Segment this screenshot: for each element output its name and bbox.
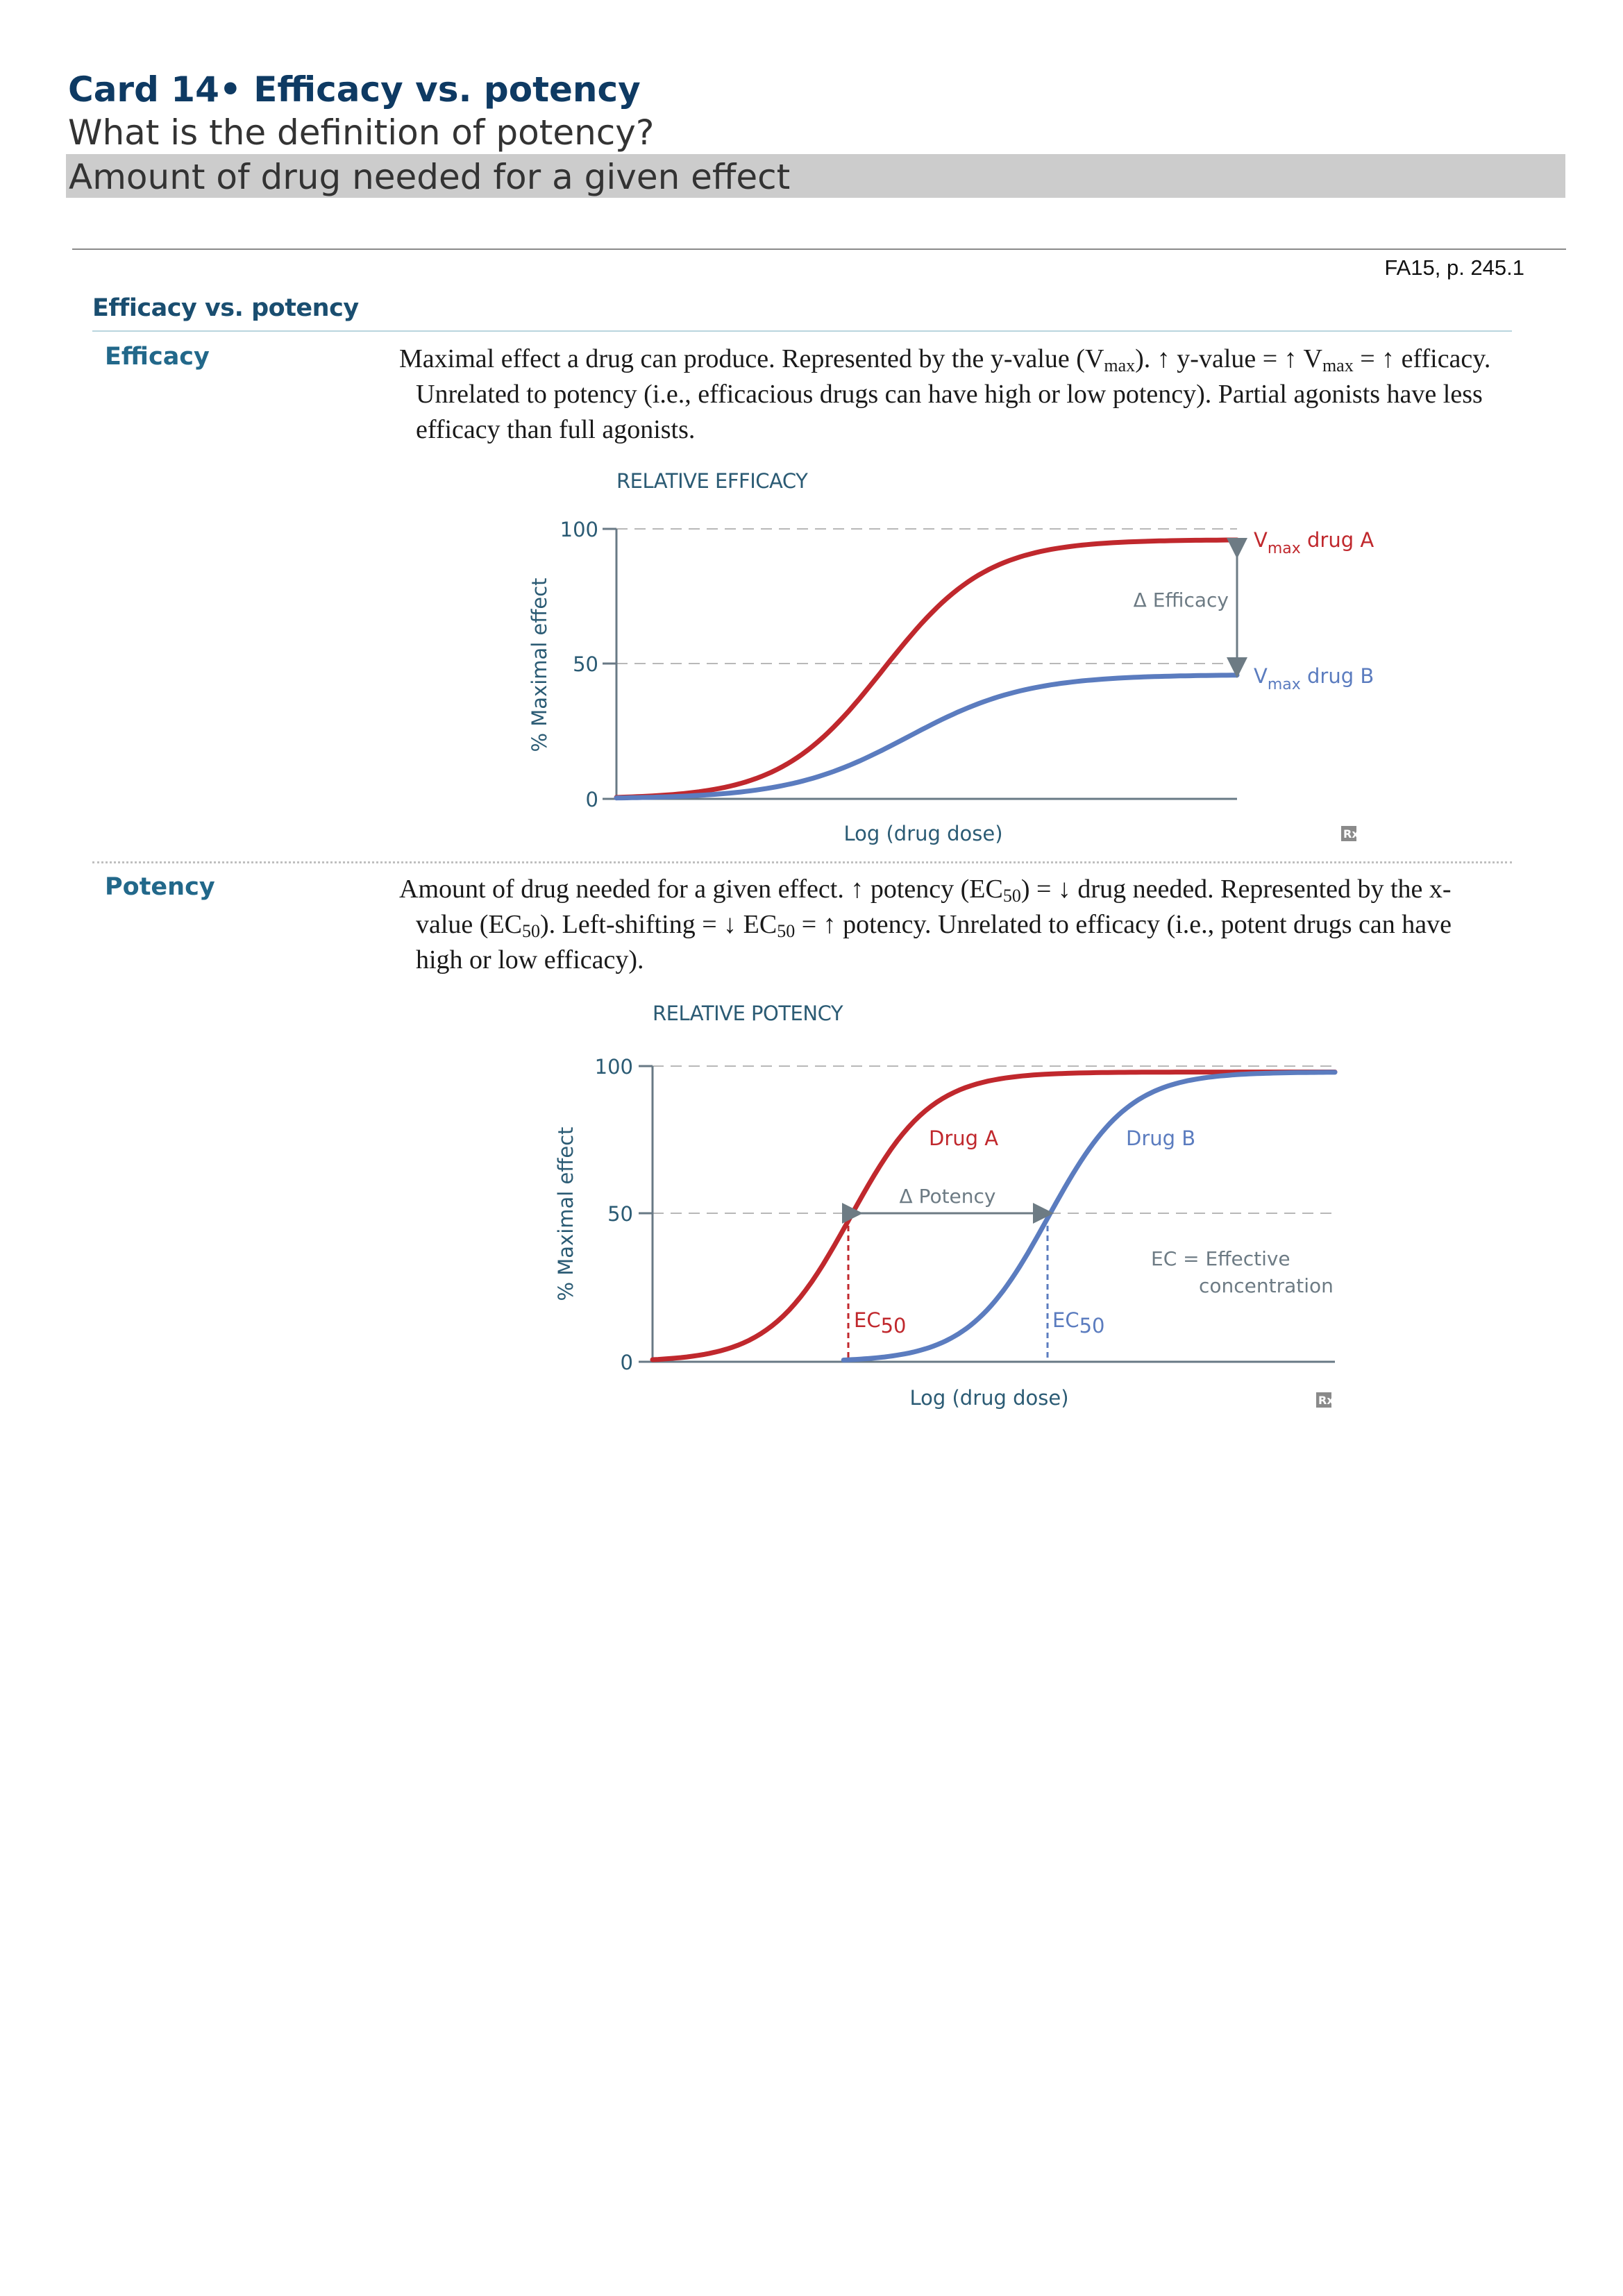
answer-highlight: Amount of drug needed for a given effect [66, 154, 1565, 198]
svg-text:Rx: Rx [1318, 1394, 1334, 1407]
x-axis-label: Log (drug dose) [843, 822, 1002, 845]
ec50-drug-b-label: EC50 [1052, 1308, 1104, 1337]
svg-text:Rx: Rx [1343, 827, 1359, 841]
ec-definition-line1: EC = Effective [1151, 1247, 1290, 1270]
section-rule [92, 330, 1512, 332]
potency-label: Potency [105, 873, 215, 901]
card-question: What is the definition of potency? [68, 112, 655, 153]
chart-title: RELATIVE POTENCY [653, 1002, 843, 1025]
y-tick-label: 0 [586, 788, 598, 811]
vmax-drug-a-label: Vmax drug A [1254, 528, 1374, 557]
y-tick-label: 50 [607, 1202, 633, 1226]
y-axis-label: % Maximal effect [554, 1126, 578, 1301]
delta-potency-label: Δ Potency [900, 1185, 996, 1208]
x-axis-label: Log (drug dose) [909, 1386, 1068, 1410]
card-answer: Amount of drug needed for a given effect [69, 157, 791, 197]
delta-efficacy-label: Δ Efficacy [1134, 589, 1229, 611]
potency-description: Amount of drug needed for a given effect… [399, 875, 1452, 974]
ec50-drug-a-label: EC50 [854, 1308, 906, 1337]
efficacy-label: Efficacy [105, 343, 210, 371]
chart-title: RELATIVE EFFICACY [616, 469, 808, 493]
rx-logo: Rx [1341, 826, 1359, 841]
y-tick-label: 50 [573, 652, 598, 676]
y-tick-label: 0 [621, 1351, 633, 1374]
curve-drug-a [614, 537, 1240, 800]
page-reference: FA15, p. 245.1 [1384, 255, 1524, 280]
ec-definition-line2: concentration [1199, 1274, 1334, 1297]
curve-drug-b [841, 1070, 1338, 1362]
curve-drug-a [650, 1070, 1338, 1362]
rx-logo: Rx [1316, 1392, 1334, 1408]
vmax-drug-b-label: Vmax drug B [1254, 664, 1374, 693]
curve-drug-b [614, 673, 1240, 801]
drug-a-label: Drug A [929, 1126, 998, 1150]
row-divider [92, 861, 1512, 863]
y-tick-label: 100 [595, 1055, 633, 1079]
efficacy-description: Maximal effect a drug can produce. Repre… [399, 344, 1491, 444]
divider [72, 248, 1566, 250]
drug-b-label: Drug B [1126, 1126, 1195, 1150]
card-title: Card 14• Efficacy vs. potency [68, 69, 641, 110]
y-axis-label: % Maximal effect [528, 577, 551, 752]
section-heading: Efficacy vs. potency [92, 294, 359, 322]
y-tick-label: 100 [560, 518, 598, 541]
